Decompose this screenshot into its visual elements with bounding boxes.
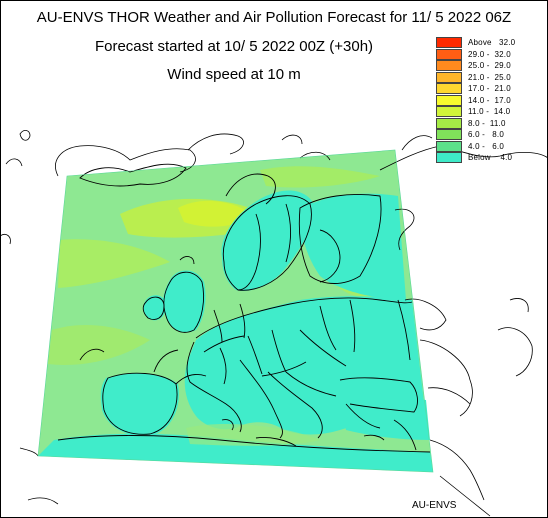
legend-label: 11.0 - 14.0 xyxy=(468,107,511,116)
legend-label: Above 32.0 xyxy=(468,38,516,47)
domain-border xyxy=(37,149,434,473)
variable-name: Wind speed at 10 m xyxy=(167,66,301,83)
legend-label: 8.0 - 11.0 xyxy=(468,118,506,128)
legend-row: 21.0 - 25.0 xyxy=(436,71,546,84)
wind-band-arctic xyxy=(260,166,380,188)
land-north-africa xyxy=(38,433,433,472)
legend-row: 11.0 - 14.0 xyxy=(436,106,546,118)
legend-swatch xyxy=(436,48,462,60)
land-turkey xyxy=(340,396,430,440)
legend-row: 25.0 - 29.0 xyxy=(436,60,546,72)
legend-row: 6.0 - 8.0 xyxy=(436,129,546,141)
legend-label: 14.0 - 17.0 xyxy=(468,95,511,105)
legend-swatch xyxy=(436,106,462,117)
legend-swatch xyxy=(436,37,462,48)
legend-label: Below 4.0 xyxy=(468,153,513,162)
legend-label: 21.0 - 25.0 xyxy=(468,72,511,82)
legend-label: 25.0 - 29.0 xyxy=(468,61,511,70)
legend-swatch xyxy=(436,94,462,106)
legend-label: 29.0 - 32.0 xyxy=(468,49,511,59)
wind-band-atlantic xyxy=(58,239,170,288)
outline-outside-domain xyxy=(0,130,548,517)
legend-row: 4.0 - 6.0 xyxy=(436,140,546,153)
land-ireland xyxy=(143,295,166,321)
legend-row: 29.0 - 32.0 xyxy=(436,48,546,61)
legend-swatch xyxy=(436,71,462,83)
legend-swatch xyxy=(436,83,462,94)
legend-row: Above 32.0 xyxy=(436,37,546,49)
wind-band-mid-atlantic xyxy=(48,324,150,365)
legend-row: Below 4.0 xyxy=(436,152,546,164)
credit-label: AU-ENVS xyxy=(412,500,457,511)
legend-swatch xyxy=(436,140,462,152)
land-scandinavia xyxy=(221,190,315,292)
color-scale-legend: Above 32.0 29.0 - 32.0 25.0 - 29.0 21.0 - 2… xyxy=(436,37,546,164)
legend-row: 14.0 - 17.0 xyxy=(436,94,546,107)
forecast-title: AU-ENVS THOR Weather and Air Pollution F… xyxy=(36,9,512,26)
land-iberia xyxy=(100,373,179,437)
legend-label: 4.0 - 6.0 xyxy=(468,141,504,151)
legend-swatch xyxy=(436,60,462,71)
legend-swatch xyxy=(436,129,462,140)
legend-label: 6.0 - 8.0 xyxy=(468,130,504,139)
forecast-start-line: Forecast started at 10/ 5 2022 00Z (+30h… xyxy=(94,38,374,55)
land-finland-russia xyxy=(300,193,406,300)
outline-europe xyxy=(57,163,431,453)
land-british-isles xyxy=(163,270,206,333)
legend-row: 17.0 - 21.0 xyxy=(436,83,546,95)
legend-label: 17.0 - 21.0 xyxy=(468,84,511,93)
legend-row: 8.0 - 11.0 xyxy=(436,117,546,130)
legend-swatch xyxy=(436,152,462,163)
legend-swatch xyxy=(436,117,462,129)
